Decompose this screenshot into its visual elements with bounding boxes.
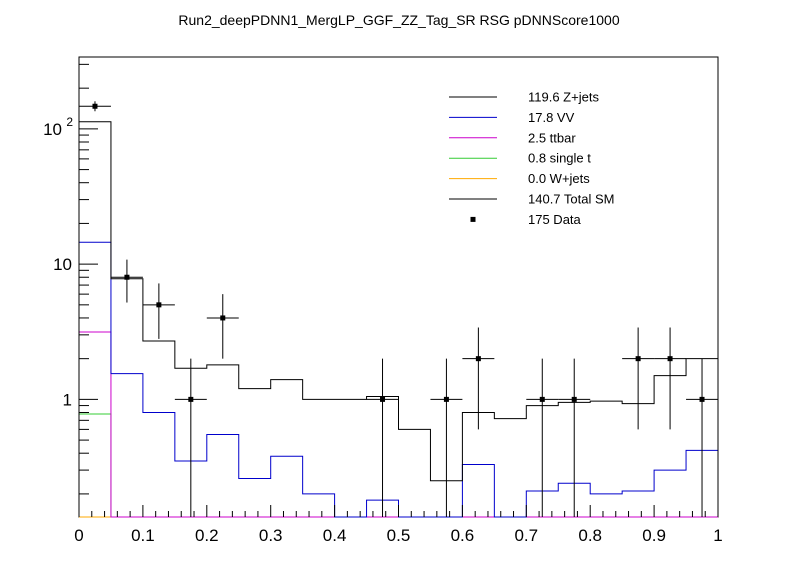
x-tick-label: 0.1 — [131, 526, 155, 545]
chart-title: Run2_deepPDNN1_MergLP_GGF_ZZ_Tag_SR RSG … — [178, 12, 619, 28]
series-vv-line — [78, 241, 719, 518]
legend-label: 0.0 W+jets — [528, 171, 590, 186]
data-point — [142, 283, 175, 339]
data-point — [174, 358, 207, 517]
data-point — [366, 358, 399, 517]
legend-label: 17.8 VV — [528, 110, 575, 125]
y-tick-label: 1 — [63, 390, 72, 409]
y-tick-label: 10 — [53, 255, 72, 274]
histogram-series — [78, 121, 719, 518]
data-point-marker — [443, 396, 449, 402]
legend-entry-z-jets: 119.6 Z+jets — [449, 90, 599, 105]
legend-label: 0.8 single t — [528, 151, 591, 166]
data-point-marker — [220, 315, 226, 321]
legend-label: 140.7 Total SM — [528, 192, 614, 207]
x-tick-label: 0.8 — [578, 526, 602, 545]
data-point-marker — [635, 356, 641, 362]
data-point-marker — [539, 396, 545, 402]
data-point-marker — [188, 396, 194, 402]
x-tick-label: 0 — [74, 526, 83, 545]
data-point — [654, 327, 687, 430]
x-tick-label: 0.4 — [323, 526, 347, 545]
axes: 0 0.1 0.2 0.3 0.4 0.5 0.6 0.7 0.8 0.9 1 1 10 10 2 — [43, 63, 723, 545]
data-point — [622, 327, 655, 430]
legend-entry-w-jets: 0.0 W+jets — [449, 171, 590, 186]
legend-entry-ttbar: 2.5 ttbar — [449, 130, 576, 145]
data-point — [206, 294, 239, 359]
legend: 119.6 Z+jets 17.8 VV 2.5 ttbar 0.8 single t… — [449, 90, 614, 227]
legend-entry-data: 175 Data — [470, 212, 582, 227]
y-tick-label: 10 — [43, 120, 62, 139]
y-tick-exponent: 2 — [66, 115, 73, 129]
legend-label: 2.5 ttbar — [528, 130, 576, 145]
data-point — [686, 358, 718, 517]
legend-entry-vv: 17.8 VV — [449, 110, 575, 125]
legend-label: 119.6 Z+jets — [528, 90, 599, 105]
data-point — [79, 101, 111, 112]
data-point-marker — [699, 396, 705, 402]
x-tick-label: 0.3 — [259, 526, 283, 545]
x-tick-label: 0.6 — [451, 526, 475, 545]
data-point-marker — [571, 396, 577, 402]
data-point-marker — [156, 302, 162, 308]
data-point — [558, 358, 591, 517]
data-point — [462, 327, 495, 430]
x-tick-label: 0.9 — [642, 526, 666, 545]
legend-label: 175 Data — [528, 212, 582, 227]
x-tick-label: 0.2 — [195, 526, 219, 545]
x-tick-label: 0.7 — [514, 526, 538, 545]
data-points — [79, 101, 718, 517]
x-tick-label: 1 — [713, 526, 722, 545]
data-point — [430, 358, 463, 517]
data-point-marker — [380, 396, 386, 402]
legend-marker — [470, 216, 476, 222]
data-point — [110, 259, 143, 303]
series-z-jets-line — [78, 121, 719, 517]
legend-entry-single-t: 0.8 single t — [449, 151, 591, 166]
data-point-marker — [475, 356, 481, 362]
x-tick-label: 0.5 — [387, 526, 411, 545]
data-point-marker — [667, 356, 673, 362]
legend-entry-total-sm: 140.7 Total SM — [449, 192, 614, 207]
data-point — [526, 358, 559, 517]
data-point-marker — [92, 103, 98, 109]
data-point-marker — [124, 274, 130, 280]
